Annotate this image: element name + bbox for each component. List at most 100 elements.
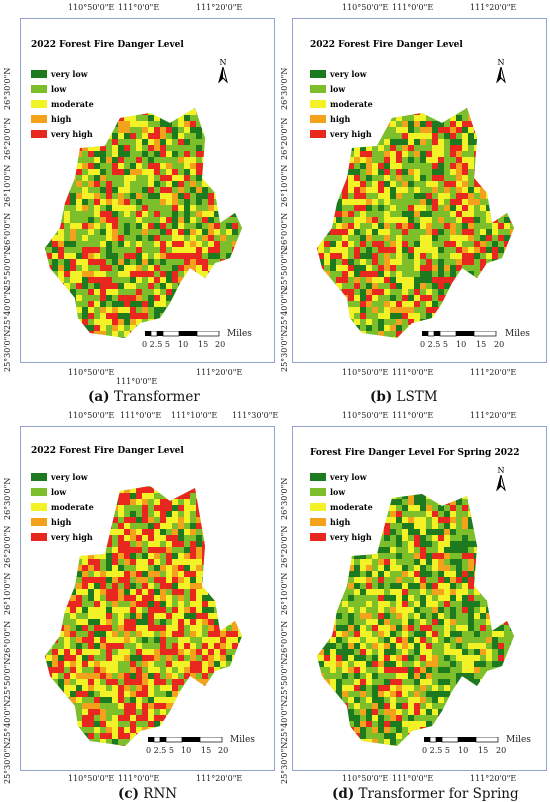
raster-cell <box>372 109 378 115</box>
raster-cell <box>498 271 504 277</box>
raster-cell <box>196 643 202 649</box>
raster-cell <box>112 79 118 85</box>
raster-cell <box>390 121 396 127</box>
raster-cell <box>106 331 112 337</box>
raster-cell <box>208 631 214 637</box>
raster-cell <box>444 181 450 187</box>
raster-cell <box>106 733 112 739</box>
raster-cell <box>160 277 166 283</box>
raster-cell <box>112 679 118 685</box>
raster-cell <box>118 541 124 547</box>
raster-cell <box>348 259 354 265</box>
raster-cell <box>214 643 220 649</box>
raster-cell <box>178 115 184 121</box>
raster-cell <box>318 331 324 337</box>
top-tick: 111°10'0"E <box>171 411 218 420</box>
raster-cell <box>100 715 106 721</box>
raster-cell <box>336 151 342 157</box>
raster-cell <box>118 73 124 79</box>
raster-cell <box>510 277 514 283</box>
raster-cell <box>100 703 106 709</box>
raster-cell <box>172 517 178 523</box>
raster-cell <box>504 151 510 157</box>
raster-cell <box>154 679 160 685</box>
raster-cell <box>100 145 106 151</box>
raster-cell <box>148 613 154 619</box>
raster-cell <box>438 253 444 259</box>
raster-cell <box>202 499 208 505</box>
raster-cell <box>160 205 166 211</box>
raster-cell <box>208 307 214 313</box>
raster-cell <box>226 595 232 601</box>
raster-cell <box>148 241 154 247</box>
raster-cell <box>208 79 214 85</box>
raster-cell <box>82 565 88 571</box>
raster-cell <box>390 151 396 157</box>
raster-cell <box>498 169 504 175</box>
raster-cell <box>226 307 232 313</box>
raster-cell <box>372 169 378 175</box>
raster-cell <box>244 241 250 247</box>
raster-cell <box>130 751 136 757</box>
raster-cell <box>106 223 112 229</box>
raster-cell <box>232 115 238 121</box>
raster-cell <box>360 319 366 325</box>
raster-cell <box>166 667 172 673</box>
raster-cell <box>172 493 178 499</box>
raster-cell <box>232 661 238 667</box>
raster-cell <box>106 133 112 139</box>
raster-cell <box>154 691 160 697</box>
raster-cell <box>136 631 142 637</box>
raster-cell <box>498 223 504 229</box>
raster-cell <box>208 157 214 163</box>
raster-cell <box>208 685 214 691</box>
raster-cell <box>58 565 64 571</box>
raster-cell <box>384 235 390 241</box>
raster-cell <box>172 253 178 259</box>
raster-cell <box>124 529 130 535</box>
raster-cell <box>190 541 196 547</box>
raster-cell <box>396 175 402 181</box>
raster-cell <box>226 241 232 247</box>
raster-cell <box>516 277 522 283</box>
lat-tick: 26°30'0"N <box>280 67 289 110</box>
raster-cell <box>88 667 94 673</box>
raster-cell <box>238 643 242 649</box>
raster-cell <box>70 169 76 175</box>
raster-cell <box>510 85 516 91</box>
raster-cell <box>160 559 166 565</box>
raster-cell <box>160 571 166 577</box>
north-arrow-icon <box>496 65 506 84</box>
raster-cell <box>420 109 426 115</box>
raster-cell <box>130 511 136 517</box>
raster-cell <box>112 493 118 499</box>
raster-cell <box>450 97 456 103</box>
raster-cell <box>468 79 474 85</box>
raster-cell <box>154 175 160 181</box>
raster-cell <box>184 535 190 541</box>
raster-cell <box>112 661 118 667</box>
raster-cell <box>408 151 414 157</box>
raster-cell <box>432 265 438 271</box>
raster-cell <box>408 241 414 247</box>
raster-cell <box>88 601 94 607</box>
raster-cell <box>94 157 100 163</box>
raster-cell <box>178 486 184 487</box>
raster-cell <box>166 211 172 217</box>
raster-cell <box>118 265 124 271</box>
raster-cell <box>184 127 190 133</box>
raster-cell <box>244 169 250 175</box>
raster-cell <box>468 169 474 175</box>
raster-cell <box>390 241 396 247</box>
raster-cell <box>492 115 498 121</box>
raster-cell <box>462 283 468 289</box>
raster-cell <box>438 259 444 265</box>
raster-cell <box>88 697 94 703</box>
raster-cell <box>468 181 474 187</box>
raster-cell <box>106 607 112 613</box>
raster-cell <box>142 511 148 517</box>
raster-cell <box>178 601 184 607</box>
raster-cell <box>76 703 82 709</box>
raster-cell <box>366 331 372 337</box>
raster-cell <box>100 613 106 619</box>
